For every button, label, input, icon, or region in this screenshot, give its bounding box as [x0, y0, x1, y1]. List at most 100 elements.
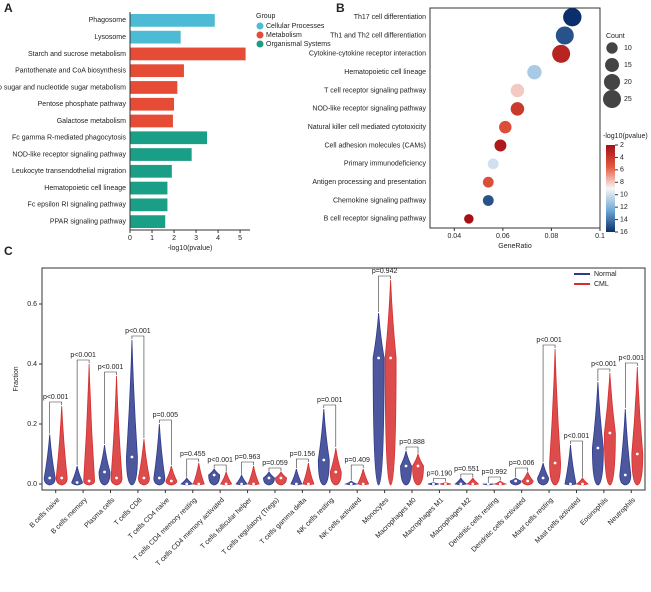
violin: [302, 462, 315, 486]
median-dot: [87, 479, 91, 483]
p-value-label: p=0.006: [509, 460, 535, 467]
bar: [130, 148, 192, 161]
median-dot: [294, 482, 298, 486]
median-dot: [635, 452, 639, 456]
violin: [43, 434, 56, 486]
category-label: Lysosome: [94, 34, 126, 41]
median-dot: [553, 461, 557, 465]
bar: [130, 81, 178, 94]
median-dot: [306, 482, 310, 486]
median-dot: [459, 482, 463, 486]
median-dot: [130, 455, 134, 459]
violin: [317, 408, 330, 486]
bar: [130, 47, 246, 61]
violin: [110, 375, 123, 486]
x-axis-label: GeneRatio: [498, 243, 532, 250]
median-dot: [224, 482, 228, 486]
violin: [71, 465, 84, 486]
p-value-label: p<0.001: [591, 361, 617, 368]
category-label: Fc epsilon RI signaling pathway: [28, 202, 127, 209]
bar: [130, 164, 172, 178]
violin: [537, 462, 549, 486]
violin: [153, 423, 166, 486]
bubble: [527, 64, 542, 80]
p-value-label: p<0.001: [536, 337, 562, 344]
median-dot: [541, 476, 545, 480]
colorbar-tick-label: 8: [620, 179, 624, 186]
colorbar-tick-label: 4: [620, 154, 624, 161]
significance-bracket: [104, 371, 117, 444]
median-dot: [212, 473, 216, 477]
p-value-label: p=0.888: [399, 439, 425, 446]
x-tick-label: 4: [216, 235, 220, 242]
median-dot: [334, 470, 338, 474]
p-value-label: p=0.156: [290, 451, 316, 458]
violin: [165, 465, 178, 486]
median-dot: [240, 482, 243, 486]
median-dot: [569, 482, 572, 486]
violin: [138, 438, 150, 486]
plot-frame: [41, 267, 646, 491]
category-label: Cytokine-cytokine receptor interaction: [309, 51, 426, 58]
bubble: [494, 139, 507, 152]
category-label: Amino sugar and nucleotide sugar metabol…: [0, 84, 126, 91]
legend-label: CML: [594, 281, 609, 288]
x-tick-label: T cells gamma delta: [259, 497, 308, 546]
p-value-label: p<0.001: [207, 457, 233, 464]
violin: [564, 444, 577, 486]
size-legend-dot: [605, 58, 619, 72]
x-tick-label: Dendritic cells activated: [470, 497, 527, 554]
colorbar-tick-label: 16: [620, 229, 628, 236]
median-dot: [169, 479, 173, 483]
violin: [126, 339, 138, 486]
median-dot: [608, 431, 612, 435]
p-value-label: p<0.001: [564, 433, 590, 440]
median-dot: [623, 473, 627, 477]
category-label: Pantothenate and CoA biosynthesis: [15, 68, 126, 75]
x-tick-label: 0: [128, 235, 132, 242]
p-value-label: p=0.409: [344, 457, 370, 464]
significance-bracket: [213, 464, 227, 471]
category-label: Chemokine signaling pathway: [333, 197, 426, 204]
size-legend-dot: [606, 42, 618, 54]
bar: [130, 64, 184, 78]
violin: [591, 381, 604, 486]
significance-bracket: [241, 461, 254, 474]
y-tick-label: 0.4: [27, 361, 37, 368]
median-dot: [377, 356, 381, 360]
significance-bracket: [405, 446, 419, 453]
bubble: [464, 214, 474, 224]
x-tick-label: 2: [172, 235, 176, 242]
category-label: NOD-like receptor signaling pathway: [12, 151, 126, 158]
violin: [372, 312, 385, 486]
plot-frame: [429, 7, 601, 229]
bar: [130, 114, 173, 128]
significance-bracket: [296, 458, 309, 468]
bar: [130, 215, 166, 228]
median-dot: [486, 482, 490, 486]
size-legend-label: 10: [624, 45, 632, 52]
bubble: [482, 195, 494, 206]
size-legend-dot: [603, 90, 621, 108]
median-dot: [526, 479, 530, 483]
category-label: Natural killer cell mediated cytotoxicit…: [308, 124, 427, 131]
bubble: [510, 102, 525, 116]
violin: [55, 405, 68, 486]
significance-bracket: [268, 467, 282, 471]
violin: [521, 470, 534, 486]
p-value-label: p<0.001: [43, 394, 69, 401]
bubble: [487, 158, 499, 170]
violin: [412, 452, 424, 486]
median-dot: [361, 482, 365, 486]
bar: [130, 97, 175, 111]
colorbar-tick-label: 6: [620, 167, 624, 174]
size-legend-label: 25: [624, 96, 632, 103]
median-dot: [389, 356, 393, 360]
violin: [192, 462, 205, 486]
category-label: Cell adhesion molecules (CAMs): [324, 142, 426, 149]
median-dot: [48, 476, 52, 480]
significance-bracket: [49, 401, 63, 434]
median-dot: [115, 476, 118, 480]
median-dot: [596, 446, 600, 450]
